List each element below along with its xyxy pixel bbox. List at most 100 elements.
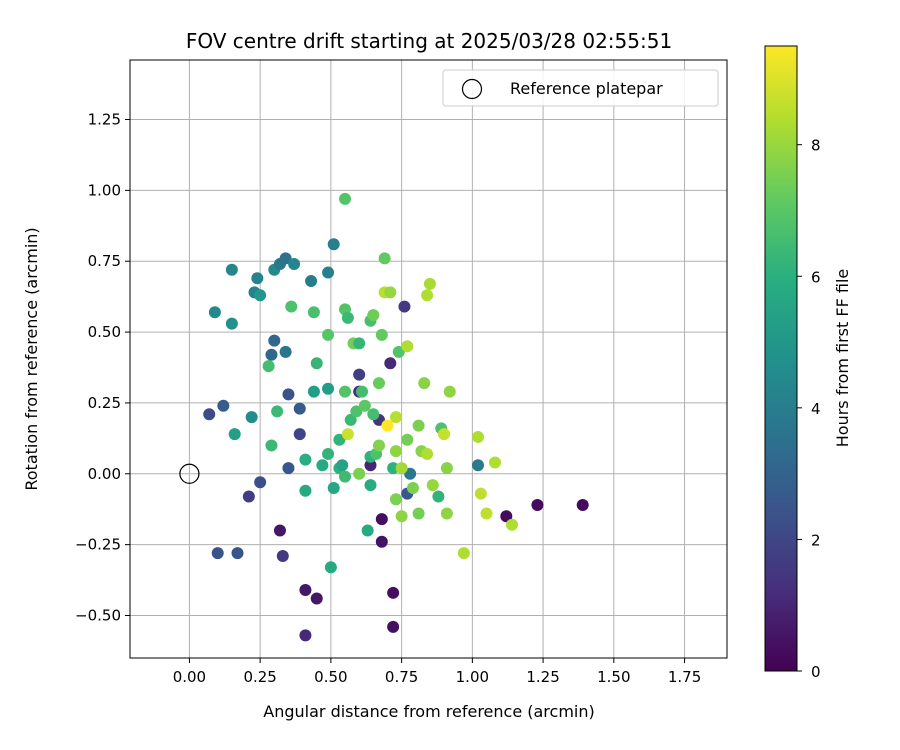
y-tick-label: 1.25 — [88, 111, 121, 129]
colorbar-tick-label: 0 — [811, 663, 821, 681]
x-tick-label: 0.50 — [314, 668, 347, 686]
scatter-point — [353, 467, 366, 480]
scatter-point — [208, 306, 221, 319]
y-axis-label: Rotation from reference (arcmin) — [22, 227, 41, 490]
scatter-point — [375, 535, 388, 548]
scatter-point — [375, 513, 388, 526]
scatter-point — [401, 433, 414, 446]
legend-marker-open-circle — [461, 78, 483, 100]
x-axis-ticks: 0.00 0.25 0.50 0.75 1.00 1.25 1.50 1.75 — [173, 658, 701, 686]
scatter-point — [457, 547, 470, 560]
scatter-point — [282, 462, 295, 475]
scatter-point — [339, 385, 352, 398]
chart-title: FOV centre drift starting at 2025/03/28 … — [186, 29, 672, 53]
legend-label-reference-platepar: Reference platepar — [510, 79, 663, 98]
colorbar-tick-label: 6 — [811, 268, 821, 286]
legend-box — [442, 69, 719, 107]
scatter-point — [271, 405, 284, 418]
scatter-point — [392, 345, 405, 358]
scatter-point — [404, 467, 417, 480]
grid — [130, 60, 727, 658]
scatter-point — [293, 428, 306, 441]
scatter-point — [307, 306, 320, 319]
scatter-point — [322, 447, 335, 460]
scatter-point — [310, 592, 323, 605]
scatter-point — [231, 547, 244, 560]
scatter-point — [242, 490, 255, 503]
scatter-point — [333, 433, 346, 446]
x-tick-label: 0.75 — [385, 668, 418, 686]
scatter-point — [282, 388, 295, 401]
scatter-point — [288, 258, 301, 271]
scatter-point — [423, 277, 436, 290]
colorbar-tick-label: 4 — [811, 400, 821, 418]
x-tick-label: 1.50 — [597, 668, 630, 686]
scatter-point — [225, 263, 238, 276]
scatter-point — [500, 510, 513, 523]
scatter-point — [350, 405, 363, 418]
colorbar-ticks: 0 2 4 6 8 — [797, 137, 821, 681]
scatter-point — [324, 561, 337, 574]
scatter-point — [322, 266, 335, 279]
scatter-point — [443, 385, 456, 398]
scatter-point — [327, 238, 340, 251]
scatter-point — [268, 334, 281, 347]
scatter-point — [361, 524, 374, 537]
scatter-point — [418, 377, 431, 390]
scatter-point — [265, 439, 278, 452]
scatter-point — [381, 419, 394, 432]
scatter-point — [426, 479, 439, 492]
scatter-point — [372, 439, 385, 452]
colorbar-tick-label: 2 — [811, 531, 821, 549]
scatter-points — [203, 192, 589, 642]
y-axis-ticks: −0.50 −0.25 0.00 0.25 0.50 0.75 1.00 1.25 — [75, 111, 130, 624]
scatter-point — [305, 275, 318, 288]
scatter-point — [285, 300, 298, 313]
scatter-point — [279, 345, 292, 358]
scatter-point — [358, 399, 371, 412]
scatter-point — [387, 462, 400, 475]
scatter-point — [412, 507, 425, 520]
x-tick-label: 0.00 — [173, 668, 206, 686]
scatter-point — [353, 337, 366, 350]
scatter-point — [387, 620, 400, 633]
colorbar-gradient — [764, 45, 798, 672]
scatter-point — [353, 368, 366, 381]
scatter-point — [307, 385, 320, 398]
scatter-point — [372, 377, 385, 390]
scatter-point — [389, 445, 402, 458]
scatter-point — [395, 462, 408, 475]
scatter-point — [367, 408, 380, 421]
scatter-point — [217, 399, 230, 412]
scatter-point — [327, 481, 340, 494]
scatter-point — [395, 510, 408, 523]
scatter-point — [421, 447, 434, 460]
x-axis-label: Angular distance from reference (arcmin) — [263, 702, 594, 721]
scatter-point — [279, 252, 292, 265]
scatter-point — [480, 507, 493, 520]
scatter-point — [364, 459, 377, 472]
scatter-point — [310, 357, 323, 370]
scatter-point — [432, 490, 445, 503]
scatter-point — [203, 408, 216, 421]
scatter-point — [322, 382, 335, 395]
scatter-point — [412, 419, 425, 432]
scatter-point — [273, 524, 286, 537]
y-tick-label: −0.50 — [75, 606, 121, 624]
y-tick-label: −0.25 — [75, 536, 121, 554]
scatter-point — [421, 289, 434, 302]
scatter-point — [341, 311, 354, 324]
scatter-point — [401, 340, 414, 353]
scatter-point — [440, 462, 453, 475]
scatter-point — [245, 411, 258, 424]
scatter-point — [251, 272, 264, 285]
scatter-point — [254, 476, 267, 489]
x-tick-label: 1.75 — [668, 668, 701, 686]
scatter-point — [228, 428, 241, 441]
scatter-point — [389, 411, 402, 424]
scatter-point — [488, 456, 501, 469]
reference-platepar-marker — [179, 463, 200, 484]
legend: Reference platepar — [442, 69, 719, 107]
scatter-point — [225, 317, 238, 330]
scatter-point — [364, 479, 377, 492]
